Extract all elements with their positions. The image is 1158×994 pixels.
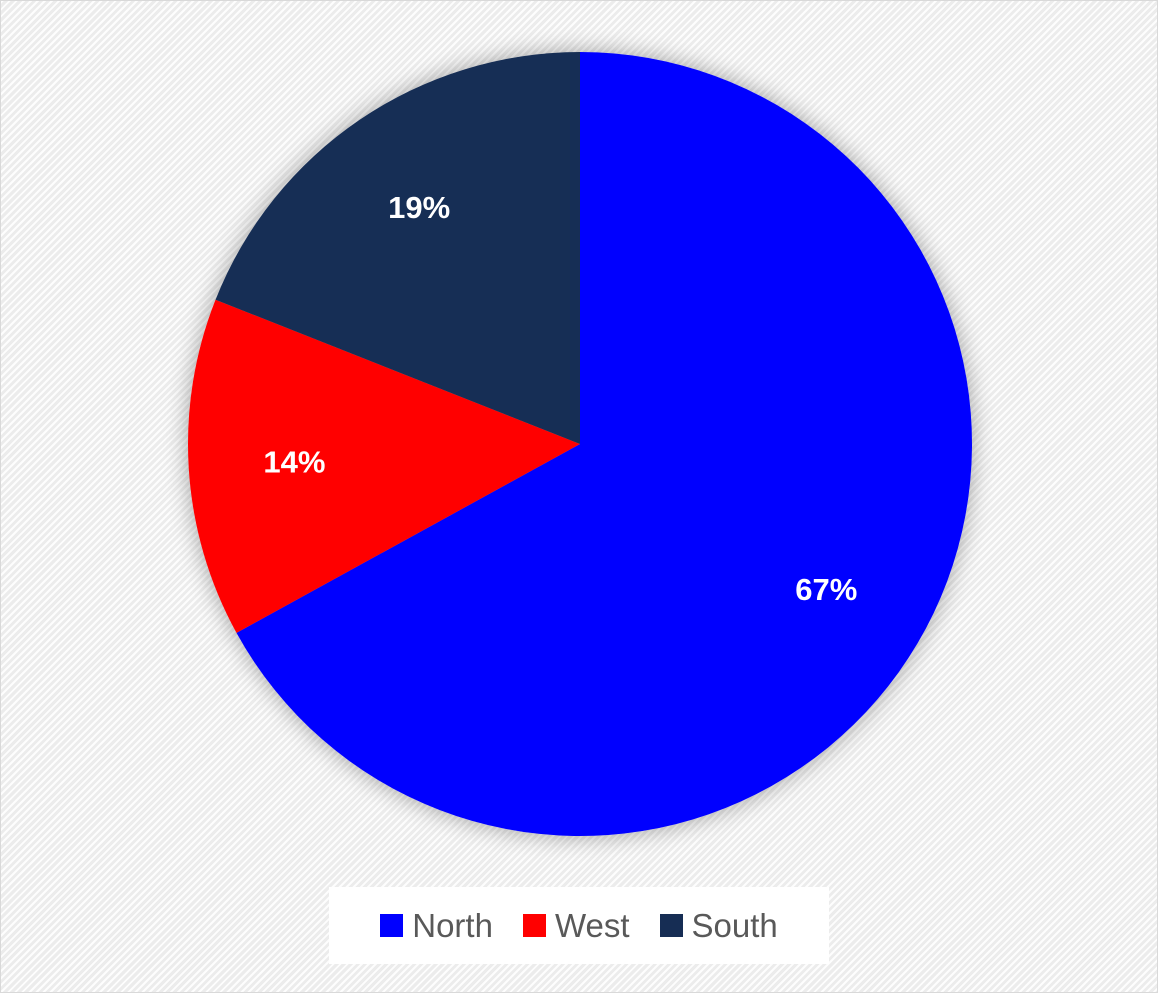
- pie-data-labels: 67% 14% 19%: [263, 190, 857, 607]
- legend-label-north: North: [412, 906, 493, 944]
- pie-slice-west[interactable]: [188, 299, 580, 633]
- legend: North West South: [329, 887, 829, 964]
- data-label-west: 14%: [263, 444, 325, 479]
- data-label-north: 67%: [795, 572, 857, 607]
- pie-slice-north[interactable]: [236, 52, 973, 837]
- pie-slice-south[interactable]: [215, 52, 580, 444]
- legend-swatch-south: [659, 914, 683, 937]
- legend-item-south[interactable]: South: [659, 906, 778, 945]
- data-label-south: 19%: [388, 190, 450, 225]
- pie-slices: [188, 52, 973, 837]
- legend-swatch-north: [380, 914, 404, 937]
- legend-item-north[interactable]: North: [380, 907, 493, 945]
- legend-label-west: West: [554, 906, 630, 944]
- legend-swatch-west: [522, 914, 546, 937]
- legend-label-south: South: [691, 906, 778, 944]
- legend-item-west[interactable]: West: [522, 906, 630, 945]
